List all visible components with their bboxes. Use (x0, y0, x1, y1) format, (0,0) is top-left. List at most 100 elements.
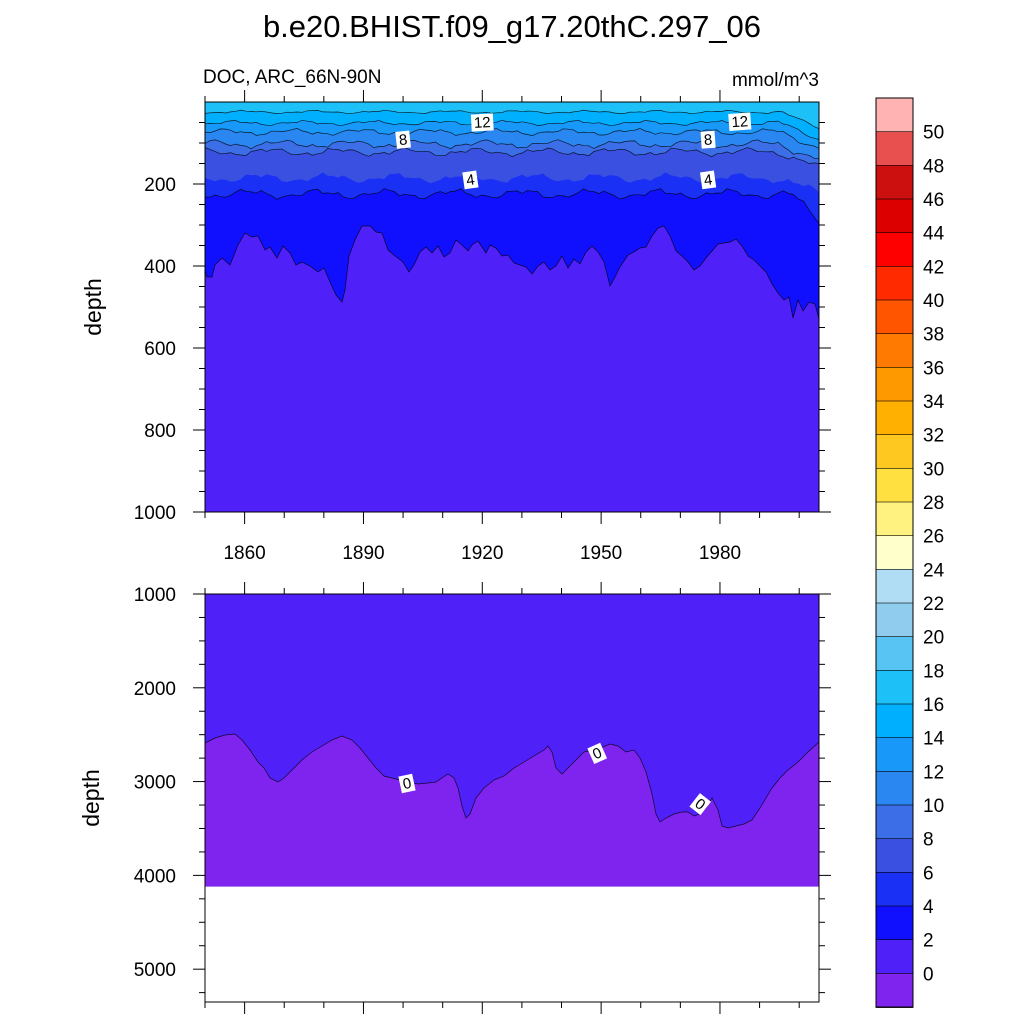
top-y-tick-label: 1000 (134, 503, 176, 524)
colorbar-label: 48 (923, 156, 944, 177)
colorbar-label: 46 (923, 190, 944, 211)
colorbar-label: 10 (923, 796, 944, 817)
colorbar-swatch (875, 973, 914, 1008)
top-y-tick-label: 400 (144, 257, 176, 278)
colorbar-label: 38 (923, 325, 944, 346)
top-contour-line-6 (204, 147, 820, 164)
contour-label-8-b: 8 (700, 130, 716, 149)
colorbar-label: 44 (923, 224, 945, 245)
bottom-y-tick-labels: 1000 2000 3000 4000 5000 (134, 585, 176, 981)
colorbar-swatch (875, 333, 914, 369)
top-contour-line-8 (204, 139, 820, 160)
colorbar-swatch (875, 131, 914, 167)
bottom-panel: 0 0 0 1000 2000 3000 4000 5000 depth (78, 582, 831, 1014)
bottom-contour-fills (205, 594, 819, 1002)
x-tick-label: 1860 (223, 543, 265, 564)
colorbar-swatch (875, 670, 914, 705)
top-contour-line-14 (204, 109, 820, 130)
bottom-y-tick-label: 2000 (134, 679, 176, 700)
svg-text:4: 4 (465, 171, 476, 189)
colorbar-label: 22 (923, 594, 944, 615)
colorbar-swatch (875, 602, 914, 638)
x-tick-label: 1950 (580, 543, 622, 564)
x-tick-labels: 1860 1890 1920 1950 1980 (223, 543, 741, 564)
colorbar-swatch (875, 97, 914, 133)
colorbar-label: 18 (923, 661, 944, 682)
colorbar-label: 2 (923, 931, 934, 952)
top-y-tick-labels: 200 400 600 800 1000 (134, 175, 176, 524)
colorbar-label: 34 (923, 392, 945, 413)
bottom-y-tick-label: 3000 (134, 773, 176, 794)
x-tick-label: 1980 (699, 543, 741, 564)
contour-label-4-b: 4 (699, 170, 717, 189)
bottom-band-lt-0 (205, 734, 819, 890)
colorbar-label: 8 (923, 830, 934, 851)
contour-label-0-c: 0 (689, 793, 711, 816)
top-contour-line-4 (204, 225, 820, 320)
top-y-tick-label: 800 (144, 421, 176, 442)
top-axis-ticks (193, 90, 831, 524)
colorbar-label: 12 (923, 762, 944, 783)
bottom-plot-frame (204, 593, 820, 1003)
bottom-y-tick-label: 5000 (134, 960, 176, 981)
contour-label-12-a: 12 (470, 113, 494, 132)
colorbar-swatch (875, 367, 914, 402)
top-contour-lines (204, 109, 820, 320)
colorbar-swatch (875, 198, 914, 234)
bottom-axis-ticks (193, 582, 831, 1014)
top-y-tick-label: 600 (144, 339, 176, 360)
colorbar-swatch (875, 636, 914, 672)
svg-text:4: 4 (703, 171, 714, 189)
colorbar-label: 4 (923, 897, 934, 918)
contour-label-0-b: 0 (587, 742, 608, 765)
svg-text:12: 12 (474, 114, 492, 132)
top-contour-line-10 (204, 128, 820, 149)
colorbar-swatch (875, 771, 914, 806)
colorbar: 50 48 46 44 42 40 38 36 34 32 30 28 26 2… (875, 97, 945, 1008)
colorbar-swatch (875, 905, 914, 941)
bottom-seafloor-mask (205, 886, 819, 1002)
colorbar-label: 42 (923, 257, 944, 278)
svg-text:12: 12 (731, 113, 749, 131)
colorbar-swatch (875, 569, 914, 604)
contour-label-4-a: 4 (462, 170, 479, 189)
bottom-y-tick-label: 4000 (134, 866, 176, 887)
colorbar-swatch (875, 804, 914, 840)
colorbar-swatch (875, 400, 914, 436)
colorbar-swatch (875, 939, 914, 975)
bottom-y-tick-label: 1000 (134, 585, 176, 606)
colorbar-swatch (875, 232, 914, 268)
top-band-0-2 (205, 226, 819, 512)
svg-text:8: 8 (703, 131, 713, 149)
chart-title: b.e20.BHIST.f09_g17.20thC.297_06 (263, 9, 761, 44)
bottom-y-axis-label: depth (78, 769, 104, 827)
variable-region-label: DOC, ARC_66N-90N (203, 67, 381, 88)
colorbar-swatch (875, 165, 914, 200)
colorbar-swatch (875, 501, 914, 537)
colorbar-swatch (875, 468, 914, 503)
colorbar-frame (875, 97, 914, 1008)
colorbar-swatch (875, 266, 914, 301)
x-tick-label: 1920 (461, 543, 503, 564)
top-contour-line-2 (204, 188, 820, 224)
colorbar-swatch (875, 434, 914, 470)
svg-text:8: 8 (398, 131, 408, 149)
colorbar-swatch (875, 703, 914, 739)
colorbar-label: 16 (923, 695, 944, 716)
bottom-contour-line-0 (204, 733, 820, 829)
colorbar-swatch (875, 838, 914, 874)
colorbar-label: 0 (923, 964, 934, 985)
contour-label-0-a: 0 (398, 773, 416, 794)
contour-label-12-b: 12 (728, 112, 752, 131)
top-contour-fills (205, 102, 819, 512)
bottom-contour-labels: 0 0 0 (398, 742, 711, 816)
colorbar-swatch (875, 535, 914, 571)
colorbar-label: 36 (923, 358, 944, 379)
colorbar-labels: 50 48 46 44 42 40 38 36 34 32 30 28 26 2… (923, 123, 945, 986)
colorbar-label: 24 (923, 560, 945, 581)
top-y-axis-label: depth (80, 278, 106, 336)
colorbar-label: 32 (923, 426, 944, 447)
colorbar-label: 40 (923, 291, 944, 312)
contour-label-8-a: 8 (395, 130, 411, 149)
x-tick-label: 1890 (342, 543, 384, 564)
